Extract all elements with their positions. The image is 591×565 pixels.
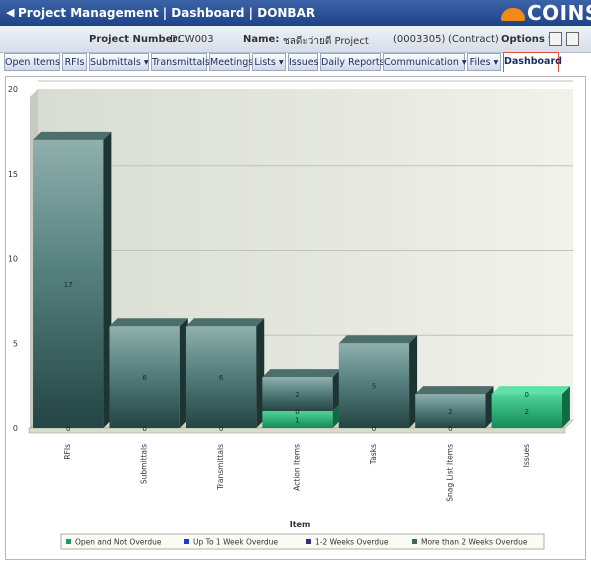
bar-top-face <box>186 318 264 326</box>
y-tick-label: 5 <box>13 339 18 348</box>
y-tick-label: 10 <box>8 255 18 264</box>
data-label: 0 <box>372 425 376 433</box>
x-axis-title: Item <box>290 520 311 529</box>
data-label: 2 <box>525 408 529 416</box>
legend-swatch <box>184 539 189 544</box>
legend-label: Up To 1 Week Overdue <box>193 538 278 547</box>
bar-top-face <box>109 318 187 326</box>
y-tick-label: 15 <box>8 170 18 179</box>
legend-swatch <box>66 539 71 544</box>
data-label: 2 <box>448 408 452 416</box>
plot-floor-edge <box>29 428 565 433</box>
x-tick-label: Issues <box>522 444 531 467</box>
x-tick-label: RFIs <box>63 444 72 460</box>
bar-top-face <box>492 386 570 394</box>
data-label: 0 <box>448 425 452 433</box>
data-label: 1 <box>295 417 299 425</box>
bar-top-face <box>33 132 111 140</box>
data-label: 5 <box>372 383 376 391</box>
legend-label: 1-2 Weeks Overdue <box>315 538 389 547</box>
x-tick-label: Action Items <box>293 444 302 491</box>
data-label: 17 <box>64 281 73 289</box>
x-tick-label: Tasks <box>369 444 378 465</box>
x-tick-label: Transmittals <box>216 444 225 491</box>
bar-top-face <box>339 335 417 343</box>
data-label: 0 <box>295 408 299 416</box>
bar-top-face <box>262 369 340 377</box>
data-label: 6 <box>142 374 147 382</box>
data-label: 6 <box>219 374 224 382</box>
x-tick-label: Submittals <box>140 444 149 484</box>
data-label: 0 <box>142 425 146 433</box>
data-label: 0 <box>66 425 70 433</box>
data-label: 2 <box>295 391 299 399</box>
data-label: 0 <box>525 391 529 399</box>
legend-swatch <box>306 539 311 544</box>
y-tick-label: 0 <box>13 424 18 433</box>
legend-label: More than 2 Weeks Overdue <box>421 538 528 547</box>
data-label: 0 <box>219 425 223 433</box>
x-tick-label: Snag List Items <box>445 444 454 502</box>
legend-label: Open and Not Overdue <box>75 538 162 547</box>
bar-top-face <box>415 386 493 394</box>
y-tick-label: 20 <box>8 85 18 94</box>
legend-swatch <box>412 539 417 544</box>
